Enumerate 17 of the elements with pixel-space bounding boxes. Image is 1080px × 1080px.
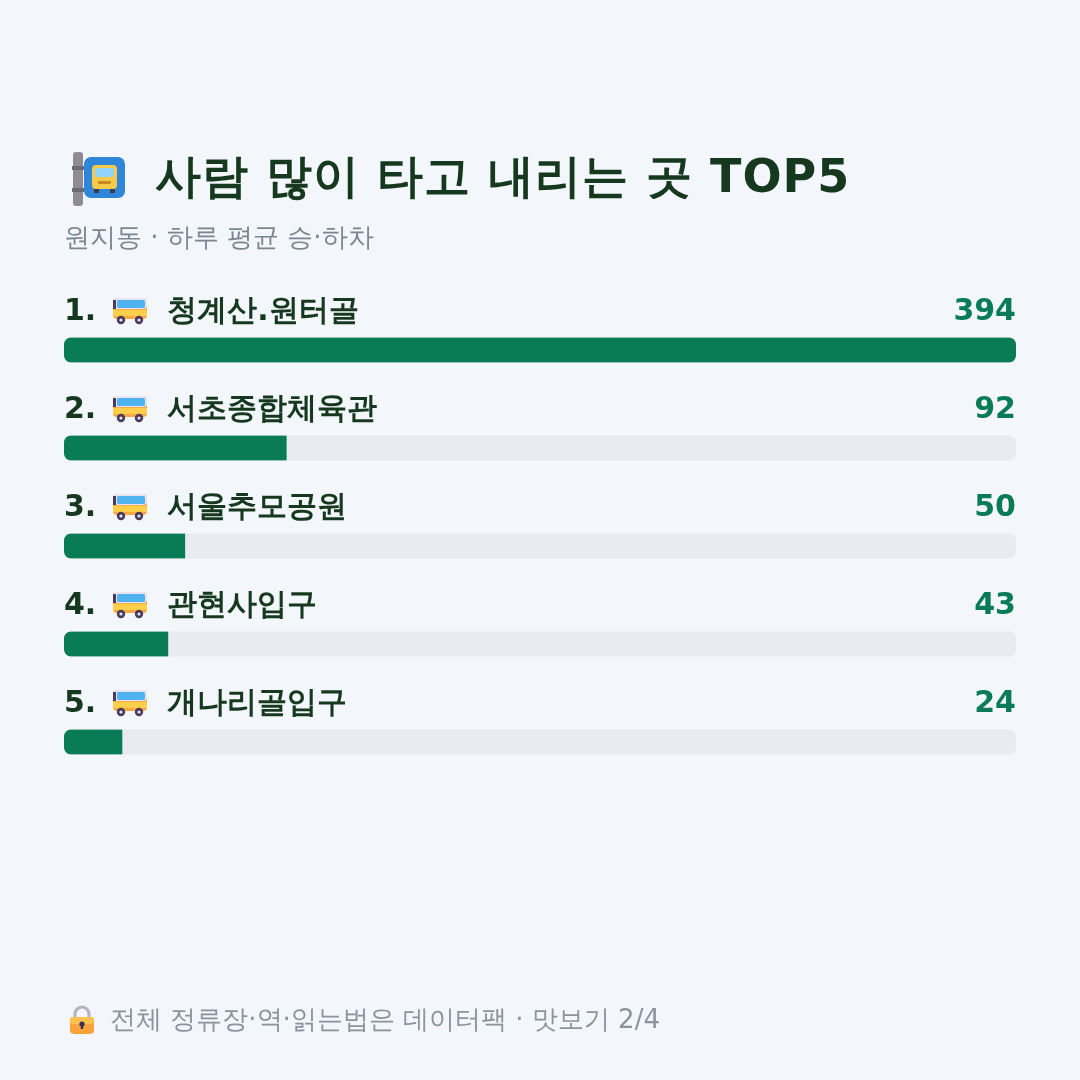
- chart-title: 사람 많이 타고 내리는 곳 TOP5: [155, 148, 851, 205]
- category-label: 3. 서울추모공원: [64, 487, 348, 523]
- data-label: 394: [953, 291, 1016, 327]
- data-label: 24: [974, 683, 1016, 719]
- category-label: 1. 청계산.원터골: [64, 291, 359, 327]
- data-label: 92: [974, 389, 1016, 425]
- bar: [64, 435, 287, 461]
- data-label: 43: [974, 585, 1016, 621]
- bar: [64, 533, 186, 559]
- data-label: 50: [974, 487, 1016, 523]
- chart-subtitle: 원지동 · 하루 평균 승·하차: [64, 221, 374, 254]
- bar: [64, 631, 169, 657]
- category-label: 2. 서초종합체육관: [64, 389, 378, 425]
- category-label: 5. 개나리골입구: [64, 683, 348, 719]
- category-label: 4. 관현사입구: [64, 585, 318, 621]
- text: 전체 정류장·역·읽는법은 데이터팩 · 맛보기 2/4: [110, 1003, 660, 1036]
- bar: [64, 729, 123, 755]
